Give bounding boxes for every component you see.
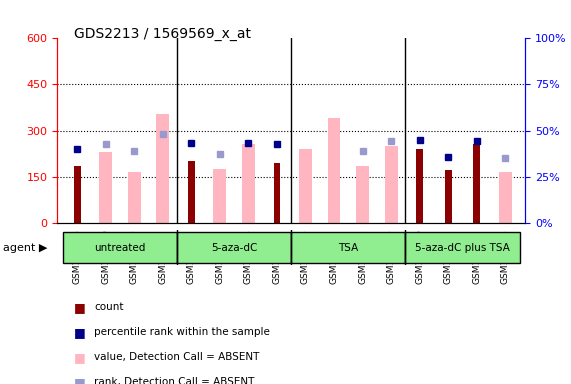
Text: percentile rank within the sample: percentile rank within the sample <box>94 327 270 337</box>
Text: ■: ■ <box>74 301 86 314</box>
Bar <box>499 172 512 223</box>
FancyBboxPatch shape <box>405 232 520 263</box>
Bar <box>356 166 369 223</box>
Bar <box>445 170 452 223</box>
Text: GDS2213 / 1569569_x_at: GDS2213 / 1569569_x_at <box>74 27 251 41</box>
Bar <box>328 118 340 223</box>
Bar <box>214 169 226 223</box>
Bar <box>416 149 423 223</box>
Bar <box>299 149 312 223</box>
Text: ■: ■ <box>74 326 86 339</box>
Bar <box>274 163 280 223</box>
Text: rank, Detection Call = ABSENT: rank, Detection Call = ABSENT <box>94 377 255 384</box>
Text: ■: ■ <box>74 376 86 384</box>
Bar <box>385 146 397 223</box>
Bar <box>473 144 480 223</box>
Bar <box>156 114 169 223</box>
Text: count: count <box>94 302 124 312</box>
Bar <box>74 166 81 223</box>
Text: 5-aza-dC plus TSA: 5-aza-dC plus TSA <box>415 243 510 253</box>
Text: agent ▶: agent ▶ <box>3 243 47 253</box>
Bar <box>128 172 140 223</box>
Text: value, Detection Call = ABSENT: value, Detection Call = ABSENT <box>94 352 260 362</box>
FancyBboxPatch shape <box>63 232 177 263</box>
Text: ■: ■ <box>74 351 86 364</box>
Text: 5-aza-dC: 5-aza-dC <box>211 243 258 253</box>
Text: untreated: untreated <box>94 243 146 253</box>
Bar <box>242 144 255 223</box>
Bar <box>99 152 112 223</box>
FancyBboxPatch shape <box>291 232 405 263</box>
Bar <box>188 161 195 223</box>
Text: TSA: TSA <box>338 243 359 253</box>
FancyBboxPatch shape <box>177 232 291 263</box>
